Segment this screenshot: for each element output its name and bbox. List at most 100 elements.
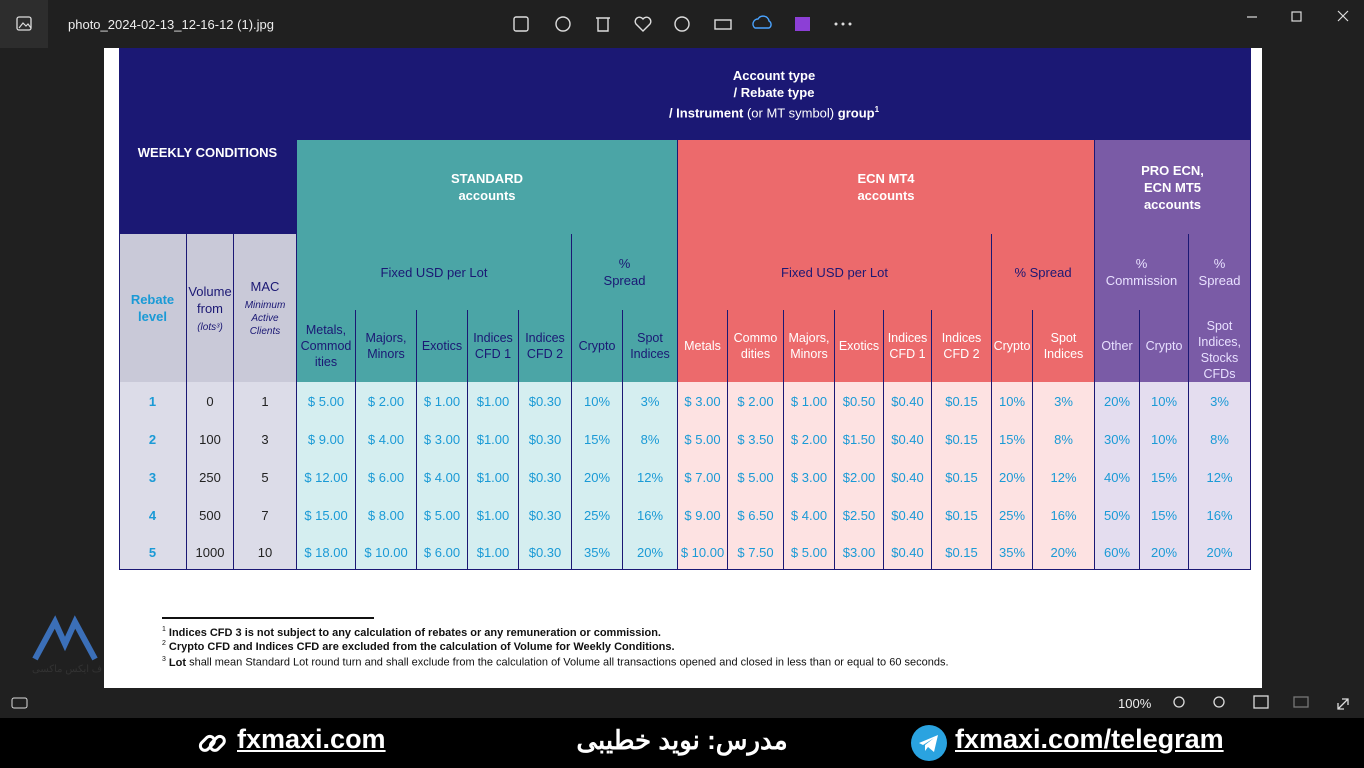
- sub-group: % Spread: [572, 234, 678, 310]
- data-cell: $ 9.00: [297, 420, 356, 458]
- data-cell: $ 7.50: [728, 534, 784, 570]
- data-cell: $ 10.00: [678, 534, 728, 570]
- data-cell: $2.50: [835, 496, 884, 534]
- data-cell: 8%: [623, 420, 678, 458]
- left-header: MAC Minimum Active Clients: [234, 234, 297, 382]
- rebate-level: 4: [119, 496, 187, 534]
- left-header-label: Volume from: [188, 283, 232, 316]
- data-cell: $ 7.00: [678, 458, 728, 496]
- data-cell: 3%: [623, 382, 678, 420]
- favorite-button[interactable]: [634, 16, 652, 32]
- data-cell: 10%: [992, 382, 1033, 420]
- data-cell: $0.15: [932, 382, 992, 420]
- table-title: Account type / Rebate type / Instrument (o…: [297, 48, 1251, 140]
- title-part: Account type: [732, 67, 816, 83]
- toolbar: [513, 15, 852, 32]
- column-header: Indices CFD 2: [932, 310, 992, 382]
- data-cell: $ 1.00: [417, 382, 468, 420]
- data-cell: $0.15: [932, 420, 992, 458]
- actual-size-button[interactable]: [1293, 696, 1309, 708]
- data-cell: $1.00: [468, 420, 519, 458]
- data-cell: 20%: [1189, 534, 1251, 570]
- footnote-marker: 2: [162, 640, 166, 647]
- data-cell: $ 12.00: [297, 458, 356, 496]
- data-cell: $ 6.00: [356, 458, 417, 496]
- footnote: 2 Crypto CFD and Indices CFD are excluded…: [162, 640, 675, 653]
- footnote-bold: Lot: [168, 656, 187, 669]
- teacher-name: مدرس: نوید خطیبی: [576, 725, 788, 755]
- title-line: Account type: [733, 67, 815, 84]
- title-line: / Rebate type: [734, 84, 815, 101]
- sub-group: Fixed USD per Lot: [678, 234, 992, 310]
- title-part: / Instrument: [668, 105, 744, 121]
- footnote: 3 Lot shall mean Standard Lot round turn …: [162, 656, 949, 669]
- link-icon: [198, 734, 226, 752]
- account-group: PRO ECN, ECN MT5 accounts: [1095, 140, 1251, 234]
- column-header: Commo dities: [728, 310, 784, 382]
- data-cell: $ 3.00: [678, 382, 728, 420]
- data-cell: 10%: [1140, 382, 1189, 420]
- column-header: Spot Indices: [623, 310, 678, 382]
- zoom-in-button[interactable]: [1213, 696, 1225, 708]
- data-cell: 12%: [1189, 458, 1251, 496]
- sub-group: Fixed USD per Lot: [297, 234, 572, 310]
- data-cell: $1.00: [468, 458, 519, 496]
- zoom-out-button[interactable]: [1173, 696, 1185, 708]
- data-cell: $ 5.00: [678, 420, 728, 458]
- footnote-bold: Indices CFD 3 is not subject to any calc…: [168, 626, 661, 639]
- data-cell: 100: [187, 420, 234, 458]
- data-cell: $ 5.00: [297, 382, 356, 420]
- print-button[interactable]: [714, 19, 732, 30]
- rotate-button[interactable]: [555, 16, 571, 32]
- onedrive-button[interactable]: [752, 15, 772, 29]
- weekly-header: WEEKLY CONDITIONS: [119, 48, 297, 234]
- filmstrip-button[interactable]: [10, 695, 30, 711]
- data-cell: $ 4.00: [784, 496, 835, 534]
- data-cell: $ 3.00: [784, 458, 835, 496]
- data-cell: 5: [234, 458, 297, 496]
- data-cell: $0.30: [519, 420, 572, 458]
- data-cell: 20%: [1033, 534, 1095, 570]
- column-header: Indices CFD 1: [884, 310, 932, 382]
- sub-group: % Commission: [1095, 234, 1189, 310]
- edit-button[interactable]: [513, 16, 529, 32]
- data-cell: 10: [234, 534, 297, 570]
- more-button[interactable]: [834, 22, 852, 26]
- data-cell: $ 10.00: [356, 534, 417, 570]
- status-bar: 100%: [0, 688, 1364, 718]
- data-cell: $ 8.00: [356, 496, 417, 534]
- data-cell: $ 6.00: [417, 534, 468, 570]
- column-header: Spot Indices: [1033, 310, 1095, 382]
- data-cell: 8%: [1189, 420, 1251, 458]
- file-name: photo_2024-02-13_12-16-12 (1).jpg: [68, 17, 274, 32]
- site-link: fxmaxi.com: [237, 724, 386, 754]
- data-cell: $ 3.00: [417, 420, 468, 458]
- close-button[interactable]: [1337, 10, 1349, 22]
- footnote-bold: Crypto CFD and Indices CFD are excluded …: [168, 640, 675, 653]
- footnote-rule: [162, 617, 374, 619]
- data-cell: $0.15: [932, 534, 992, 570]
- data-cell: 0: [187, 382, 234, 420]
- info-button[interactable]: [674, 16, 690, 32]
- maximize-button[interactable]: [1291, 11, 1302, 22]
- sub-group: % Spread: [1189, 234, 1251, 310]
- data-cell: 15%: [992, 420, 1033, 458]
- data-cell: 250: [187, 458, 234, 496]
- data-cell: $2.00: [835, 458, 884, 496]
- data-cell: 40%: [1095, 458, 1140, 496]
- delete-button[interactable]: [596, 17, 610, 32]
- clipchamp-button[interactable]: [795, 17, 810, 31]
- data-cell: $0.30: [519, 534, 572, 570]
- fullscreen-button[interactable]: [1337, 698, 1349, 710]
- data-cell: $ 2.00: [728, 382, 784, 420]
- data-cell: 35%: [572, 534, 623, 570]
- data-cell: $ 15.00: [297, 496, 356, 534]
- rebate-level: 5: [119, 534, 187, 570]
- title-part: (or MT symbol): [743, 105, 838, 121]
- left-header-label: MAC: [250, 279, 280, 294]
- fit-button[interactable]: [1253, 695, 1269, 709]
- data-cell: $ 18.00: [297, 534, 356, 570]
- app-icon-glyph: [16, 16, 32, 31]
- data-cell: $0.15: [932, 458, 992, 496]
- data-cell: 15%: [572, 420, 623, 458]
